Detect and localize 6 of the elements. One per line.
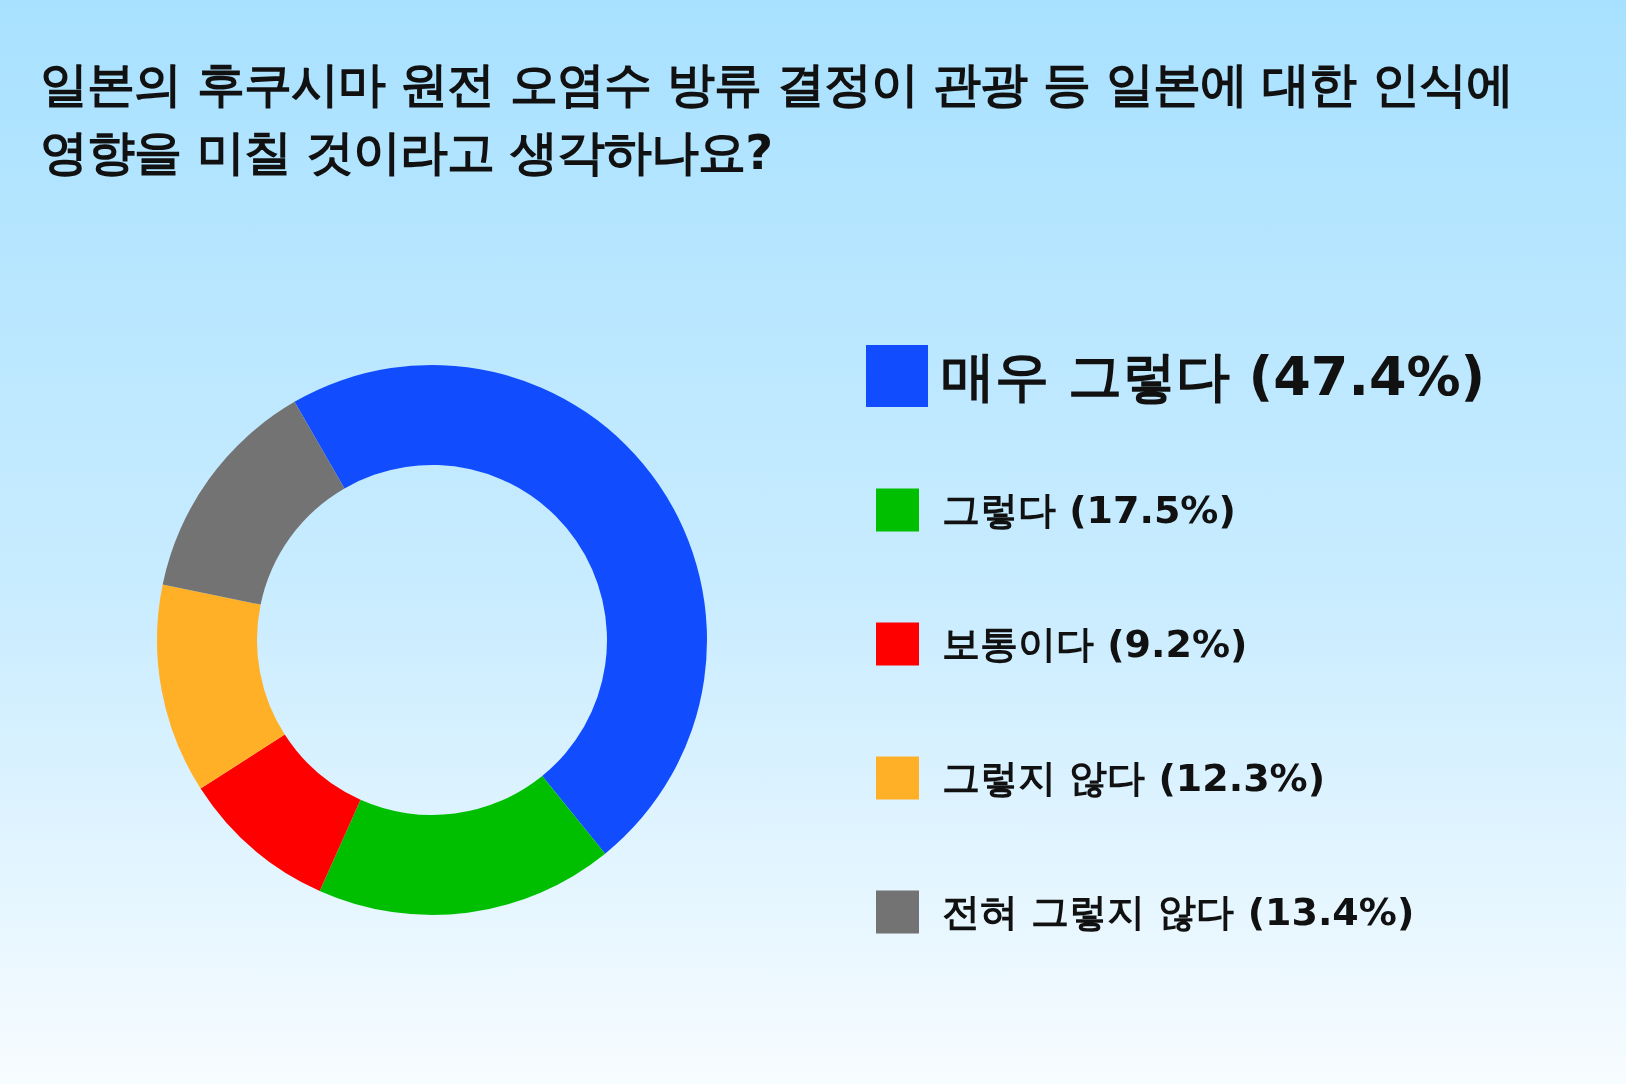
legend-label: 보통이다 (9.2%)	[942, 622, 1248, 666]
legend-label: 그렇다 (17.5%)	[942, 488, 1236, 532]
legend-label: 전혀 그렇지 않다 (13.4%)	[942, 890, 1415, 934]
chart-title: 일본의 후쿠시마 원전 오염수 방류 결정이 관광 등 일본에 대한 인식에 영향을 미칠 것이라고 생각하나요?	[40, 55, 1515, 182]
legend-label: 그렇지 않다 (12.3%)	[942, 756, 1326, 800]
legend-label: 매우 그렇다 (47.4%)	[941, 344, 1486, 408]
